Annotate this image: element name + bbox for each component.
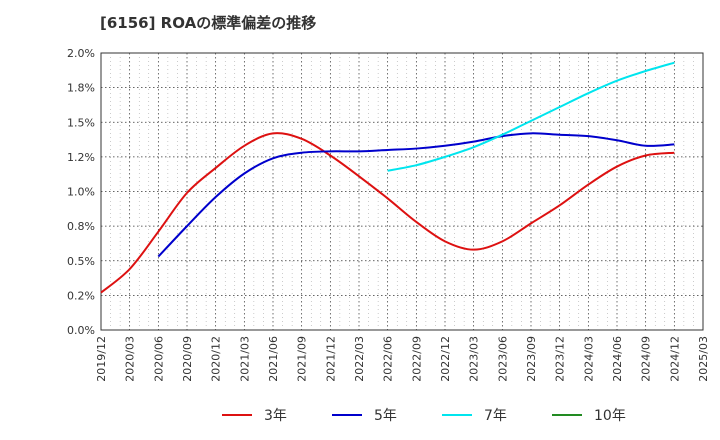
legend-label-5年: 5年 bbox=[374, 408, 397, 424]
y-tick-label: 2.0% bbox=[67, 47, 95, 60]
x-tick-label: 2023/12 bbox=[554, 336, 567, 382]
x-tick-label: 2022/09 bbox=[410, 336, 423, 382]
y-tick-label: 0.8% bbox=[67, 220, 95, 233]
y-tick-label: 1.0% bbox=[67, 186, 95, 199]
x-tick-label: 2023/03 bbox=[468, 336, 481, 382]
series-line-5年 bbox=[157, 132, 675, 258]
y-tick-label: 1.2% bbox=[67, 151, 95, 164]
y-tick-label: 1.5% bbox=[67, 116, 95, 129]
chart-title: [6156] ROAの標準偏差の推移 bbox=[100, 14, 317, 32]
x-tick-label: 2025/03 bbox=[697, 336, 710, 382]
x-tick-label: 2021/09 bbox=[296, 336, 309, 382]
x-tick-label: 2022/03 bbox=[353, 336, 366, 382]
axes: 2019/12 2020/03 2020/06 2020/09 2020/12 2021/… bbox=[67, 47, 710, 382]
x-tick-label: 2022/06 bbox=[382, 336, 395, 382]
x-tick-label: 2019/12 bbox=[95, 336, 108, 382]
x-tick-label: 2023/09 bbox=[525, 336, 538, 382]
y-tick-label: 0.0% bbox=[67, 324, 95, 337]
y-tick-label: 0.5% bbox=[67, 255, 95, 268]
x-tick-label: 2024/09 bbox=[640, 336, 653, 382]
x-tick-label: 2024/03 bbox=[582, 336, 595, 382]
legend-label-3年: 3年 bbox=[264, 408, 287, 424]
legend-label-10年: 10年 bbox=[594, 408, 626, 424]
series-line-7年 bbox=[387, 61, 675, 172]
x-tick-label: 2023/06 bbox=[496, 336, 509, 382]
y-tick-label: 0.2% bbox=[67, 289, 95, 302]
y-tick-label: 1.8% bbox=[67, 82, 95, 95]
legend-label-7年: 7年 bbox=[484, 408, 507, 424]
series-layer bbox=[100, 61, 675, 294]
series-line-3年 bbox=[100, 132, 675, 294]
x-tick-label: 2024/12 bbox=[668, 336, 681, 382]
x-tick-label: 2024/06 bbox=[611, 336, 624, 382]
x-tick-label: 2022/12 bbox=[439, 336, 452, 382]
x-tick-label: 2020/12 bbox=[210, 336, 223, 382]
grid bbox=[100, 52, 704, 331]
x-tick-label: 2021/06 bbox=[267, 336, 280, 382]
x-tick-label: 2021/12 bbox=[324, 336, 337, 382]
x-tick-label: 2020/06 bbox=[152, 336, 165, 382]
x-tick-label: 2021/03 bbox=[238, 336, 251, 382]
x-tick-label: 2020/03 bbox=[124, 336, 137, 382]
x-tick-label: 2020/09 bbox=[181, 336, 194, 382]
legend: 3年 5年 7年 10年 bbox=[222, 408, 626, 424]
